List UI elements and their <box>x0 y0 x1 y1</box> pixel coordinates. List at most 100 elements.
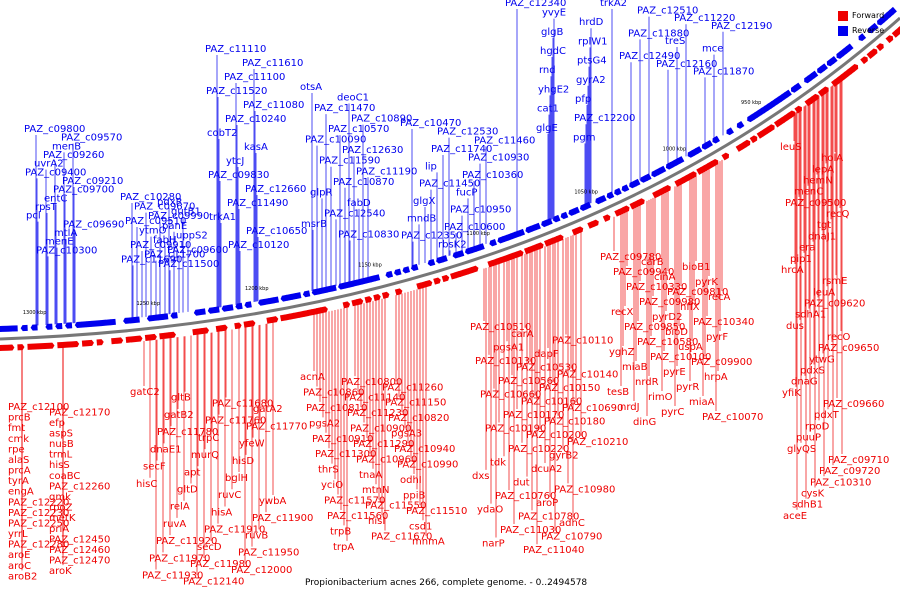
forward-gene-arrow <box>885 35 894 44</box>
reverse-gene-label: PAZ_c11460 <box>474 135 535 146</box>
reverse-gene-label: PAZ_c11450 <box>419 179 480 190</box>
kbp-tick-label: 1050 kbp <box>574 190 598 196</box>
forward-gene-label: trpA <box>333 542 354 553</box>
reverse-gene-label: PAZ_c11610 <box>242 58 303 69</box>
reverse-gene-label: rnd <box>539 65 556 76</box>
reverse-gene-label: PAZ_c10470 <box>400 118 461 129</box>
forward-gene-label: tnaA <box>359 470 382 481</box>
forward-gene-label: cinA <box>654 272 676 283</box>
forward-gene-arrow <box>869 48 878 57</box>
forward-gene-label: thrS <box>318 465 339 476</box>
forward-gene-label: PAZ_c09500 <box>785 198 846 209</box>
reverse-gene-arrow <box>599 194 607 203</box>
reverse-gene-arrow <box>65 322 73 329</box>
reverse-gene-arrow <box>123 317 131 324</box>
reverse-gene-label: PAZ_c09700 <box>53 185 114 196</box>
forward-gene-label: trpB <box>330 526 351 537</box>
legend-forward-label: Forward <box>852 11 885 20</box>
forward-gene-label: pgsA3 <box>391 429 422 440</box>
forward-gene-label: dnaJ1 <box>808 231 836 242</box>
forward-gene-arrow <box>575 226 584 234</box>
reverse-gene-arrow <box>643 173 652 181</box>
reverse-gene-label: gutB1 <box>171 206 201 217</box>
reverse-gene-arrow <box>621 184 630 192</box>
reverse-gene-arrow <box>794 82 802 91</box>
forward-gene-label: recA <box>708 292 731 303</box>
forward-gene-label: dut <box>513 478 530 489</box>
forward-gene-arrow <box>220 324 228 332</box>
reverse-gene-label: PAZ_c12350 <box>401 231 462 242</box>
reverse-gene-label: msrB <box>301 219 327 230</box>
reverse-gene-arrow <box>99 319 107 327</box>
forward-gene-arrow <box>394 288 403 296</box>
forward-gene-label: PAZ_c10310 <box>810 477 871 488</box>
forward-gene-arrow <box>373 293 381 302</box>
forward-gene-label: gltB <box>171 393 191 404</box>
reverse-gene-label: PAZ_c11500 <box>158 259 219 270</box>
reverse-gene-label: yhgE2 <box>538 84 569 95</box>
forward-gene-label: aroE <box>8 550 30 561</box>
forward-gene-label: PAZ_c11670 <box>371 532 432 543</box>
reverse-gene-arrow <box>810 70 819 79</box>
reverse-gene-arrow <box>244 301 252 309</box>
forward-gene-label: bglH <box>225 473 248 484</box>
reverse-gene-labels: PAZ_c09800PAZ_c09570menBPAZ_c09260uvrA2P… <box>24 0 772 270</box>
forward-gene-label: PAZ_c11780 <box>157 427 218 438</box>
forward-gene-label: prcA <box>8 466 31 477</box>
forward-gene-label: PAZ_c09980 <box>639 297 700 308</box>
forward-gene-label: ppiB <box>403 490 425 501</box>
forward-gene-label: nrdJ <box>620 402 640 413</box>
reverse-gene-label: PAZ_c09800 <box>24 124 85 135</box>
forward-gene-arrow <box>602 214 611 222</box>
reverse-gene-arrow <box>0 325 3 333</box>
forward-gene-label: PAZ_c10780 <box>518 511 579 522</box>
reverse-gene-arrow <box>385 270 394 278</box>
reverse-gene-label: menE <box>45 237 74 248</box>
forward-gene-label: miaA <box>689 397 715 408</box>
reverse-gene-arrow <box>820 63 828 72</box>
reverse-gene-arrow <box>440 255 448 263</box>
forward-gene-label: acnA <box>300 372 325 383</box>
reverse-gene-label: PAZ_c12630 <box>342 145 403 156</box>
forward-gene-label: nrdR <box>635 377 659 388</box>
forward-gene-label: pdxT <box>814 410 840 421</box>
forward-gene-arrow <box>767 124 775 132</box>
reverse-gene-arrow <box>170 312 178 319</box>
reverse-gene-arrow <box>583 201 592 210</box>
forward-gene-label: yciO <box>321 480 343 491</box>
forward-gene-label: priA <box>49 524 69 535</box>
forward-gene-arrow <box>381 291 390 299</box>
forward-gene-label: relA <box>170 502 190 513</box>
forward-gene-arrow <box>637 198 645 206</box>
reverse-gene-arrow <box>517 228 526 237</box>
forward-gene-arrow <box>850 64 859 72</box>
forward-gene-label: prcB <box>8 413 31 424</box>
forward-gene-label: hisD <box>232 456 254 467</box>
reverse-gene-arrow <box>372 274 381 282</box>
reverse-gene-arrow <box>736 120 745 129</box>
forward-gene-label: recO <box>827 332 851 343</box>
forward-gene-label: dus <box>786 321 804 332</box>
forward-gene-arrow <box>894 27 900 36</box>
reverse-gene-label: PAZ_c11470 <box>314 103 375 114</box>
forward-gene-label: adhC <box>559 518 585 529</box>
forward-gene-label: tgt <box>817 220 831 231</box>
forward-gene-arrow <box>555 234 564 242</box>
forward-gene-label: PAZ_c09620 <box>804 298 865 309</box>
forward-gene-label: PAZ_c10660 <box>480 390 541 401</box>
forward-gene-label: PAZ_c10070 <box>702 412 763 423</box>
forward-gene-label: gyrB2 <box>549 451 579 462</box>
forward-gene-label: PAZ_c10960 <box>356 454 417 465</box>
forward-gene-label: PAZ_c12220 <box>8 497 69 508</box>
forward-gene-label: uspA <box>678 342 703 353</box>
forward-gene-arrow <box>355 298 364 306</box>
forward-gene-label: secD <box>197 542 222 553</box>
forward-gene-arrow <box>364 296 373 304</box>
forward-swatch <box>838 10 848 21</box>
reverse-gene-label: PAZ_c09400 <box>25 167 86 178</box>
reverse-gene-label: glgE <box>536 123 558 134</box>
reverse-gene-arrow <box>545 218 553 226</box>
reverse-gene-arrow <box>552 214 561 223</box>
forward-gene-label: fmt <box>8 423 25 434</box>
